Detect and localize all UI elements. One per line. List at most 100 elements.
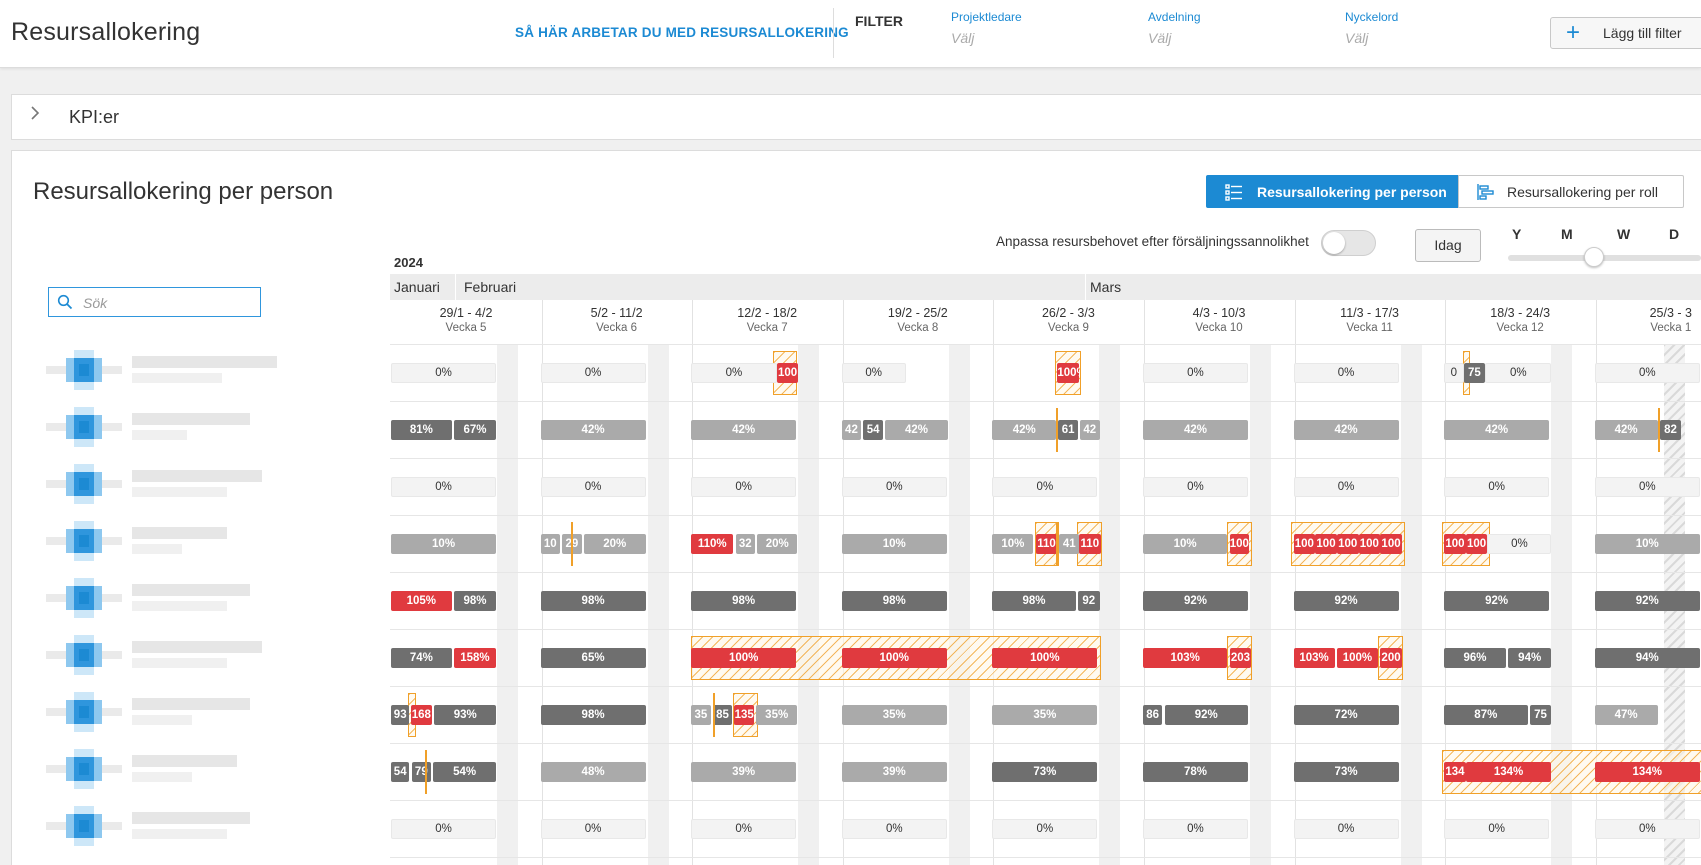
allocation-bar[interactable]: 79 xyxy=(411,761,432,782)
person-row[interactable] xyxy=(46,460,301,512)
allocation-bar[interactable]: 42% xyxy=(1142,419,1248,440)
allocation-bar[interactable]: 100% xyxy=(992,647,1098,668)
allocation-bar[interactable]: 39% xyxy=(841,761,947,782)
allocation-bar[interactable]: 78% xyxy=(1142,761,1248,782)
allocation-bar[interactable]: 65% xyxy=(540,647,646,668)
zoom-slider-track[interactable] xyxy=(1508,255,1701,261)
search-box[interactable] xyxy=(48,287,261,317)
allocation-bar[interactable]: 20% xyxy=(583,533,646,554)
allocation-bar[interactable]: 110 xyxy=(1035,533,1058,554)
allocation-bar[interactable]: 35% xyxy=(756,704,798,725)
allocation-bar[interactable]: 93 xyxy=(391,704,410,725)
allocation-bar[interactable]: 200 xyxy=(1380,647,1402,668)
person-row[interactable] xyxy=(46,403,301,455)
milestone-marker[interactable] xyxy=(1056,522,1059,566)
allocation-bar[interactable]: 134 xyxy=(1444,761,1466,782)
allocation-bar[interactable]: 0% xyxy=(391,362,497,383)
allocation-bar[interactable]: 20% xyxy=(757,533,798,554)
allocation-bar[interactable]: 10% xyxy=(1142,533,1228,554)
allocation-bar[interactable]: 0% xyxy=(691,818,797,839)
allocation-bar[interactable]: 92% xyxy=(1142,590,1248,611)
allocation-bar[interactable]: 0 xyxy=(1444,362,1464,383)
allocation-bar[interactable]: 0% xyxy=(1142,818,1248,839)
milestone-marker[interactable] xyxy=(712,693,715,737)
person-row[interactable] xyxy=(46,745,301,797)
allocation-bar[interactable]: 42% xyxy=(1594,419,1658,440)
allocation-bar[interactable]: 72% xyxy=(1293,704,1399,725)
search-input[interactable] xyxy=(81,292,255,314)
allocation-bar[interactable]: 0% xyxy=(992,476,1098,497)
allocation-bar[interactable]: 0% xyxy=(841,362,906,383)
allocation-bar[interactable]: 100 xyxy=(1315,533,1337,554)
allocation-bar[interactable]: 110 xyxy=(1078,533,1101,554)
allocation-bar[interactable]: 203 xyxy=(1229,647,1252,668)
allocation-bar[interactable]: 42% xyxy=(1293,419,1399,440)
allocation-bar[interactable]: 100% xyxy=(1336,647,1378,668)
allocation-bar[interactable]: 100 xyxy=(1444,533,1466,554)
allocation-bar[interactable]: 100 xyxy=(1465,533,1488,554)
allocation-bar[interactable]: 100 xyxy=(1229,533,1250,554)
allocation-bar[interactable]: 103% xyxy=(1293,647,1335,668)
allocation-bar[interactable]: 0% xyxy=(1444,476,1550,497)
allocation-bar[interactable]: 81% xyxy=(391,419,452,440)
allocation-bar[interactable]: 158% xyxy=(453,647,497,668)
allocation-bar[interactable]: 35 xyxy=(691,704,711,725)
allocation-bar[interactable]: 168 xyxy=(410,704,433,725)
allocation-bar[interactable]: 100% xyxy=(691,647,797,668)
allocation-bar[interactable]: 73% xyxy=(992,761,1098,782)
filter-nyckelord[interactable]: Nyckelord Välj xyxy=(1345,10,1515,46)
allocation-bar[interactable]: 67% xyxy=(453,419,497,440)
allocation-bar[interactable]: 54 xyxy=(863,419,883,440)
kpi-section[interactable]: KPI:er xyxy=(11,94,1701,140)
milestone-marker[interactable] xyxy=(1657,408,1660,452)
milestone-marker[interactable] xyxy=(1056,408,1059,452)
allocation-bar[interactable]: 73% xyxy=(1293,761,1399,782)
allocation-bar[interactable]: 100% xyxy=(1057,362,1079,383)
allocation-bar[interactable]: 0% xyxy=(841,818,947,839)
allocation-bar[interactable]: 0% xyxy=(1487,533,1552,554)
allocation-bar[interactable]: 0% xyxy=(1594,476,1700,497)
allocation-bar[interactable]: 98% xyxy=(992,590,1076,611)
allocation-bar[interactable]: 10 xyxy=(540,533,561,554)
allocation-bar[interactable]: 10% xyxy=(391,533,497,554)
person-row[interactable] xyxy=(46,346,301,398)
allocation-bar[interactable]: 0% xyxy=(1444,818,1550,839)
zoom-year[interactable]: Y xyxy=(1512,226,1522,242)
allocation-bar[interactable]: 100 xyxy=(1380,533,1402,554)
view-per-person-button[interactable]: Resursallokering per person xyxy=(1206,175,1458,208)
allocation-bar[interactable]: 92% xyxy=(1293,590,1399,611)
allocation-bar[interactable]: 0% xyxy=(1594,362,1700,383)
allocation-bar[interactable]: 92% xyxy=(1164,704,1248,725)
allocation-bar[interactable]: 0% xyxy=(1293,476,1399,497)
allocation-bar[interactable]: 42 xyxy=(841,419,862,440)
filter-nyckelord-value[interactable]: Välj xyxy=(1345,30,1369,46)
filter-avdelning[interactable]: Avdelning Välj xyxy=(1148,10,1318,46)
allocation-bar[interactable]: 42% xyxy=(885,419,948,440)
today-button[interactable]: Idag xyxy=(1415,229,1481,262)
allocation-bar[interactable]: 134% xyxy=(1594,761,1700,782)
allocation-bar[interactable]: 41 xyxy=(1059,533,1079,554)
allocation-bar[interactable]: 0% xyxy=(540,476,646,497)
chevron-right-icon[interactable] xyxy=(30,106,40,125)
filter-projektledare[interactable]: Projektledare Välj xyxy=(951,10,1121,46)
allocation-bar[interactable]: 0% xyxy=(992,818,1098,839)
allocation-bar[interactable]: 92% xyxy=(1444,590,1550,611)
allocation-bar[interactable]: 134% xyxy=(1465,761,1552,782)
allocation-bar[interactable]: 0% xyxy=(540,818,646,839)
person-row[interactable] xyxy=(46,688,301,740)
person-row[interactable] xyxy=(46,574,301,626)
allocation-bar[interactable]: 92 xyxy=(1077,590,1100,611)
zoom-week[interactable]: W xyxy=(1617,226,1631,242)
allocation-bar[interactable]: 42% xyxy=(540,419,646,440)
zoom-month[interactable]: M xyxy=(1561,226,1573,242)
allocation-bar[interactable]: 0% xyxy=(691,476,797,497)
allocation-bar[interactable]: 48% xyxy=(540,761,646,782)
person-row[interactable] xyxy=(46,802,301,854)
allocation-bar[interactable]: 100 xyxy=(1358,533,1381,554)
allocation-bar[interactable]: 103% xyxy=(1142,647,1228,668)
filter-projektledare-value[interactable]: Välj xyxy=(951,30,975,46)
allocation-bar[interactable]: 0% xyxy=(391,476,497,497)
allocation-bar[interactable]: 98% xyxy=(540,590,646,611)
milestone-marker[interactable] xyxy=(570,522,573,566)
allocation-bar[interactable]: 92% xyxy=(1594,590,1700,611)
